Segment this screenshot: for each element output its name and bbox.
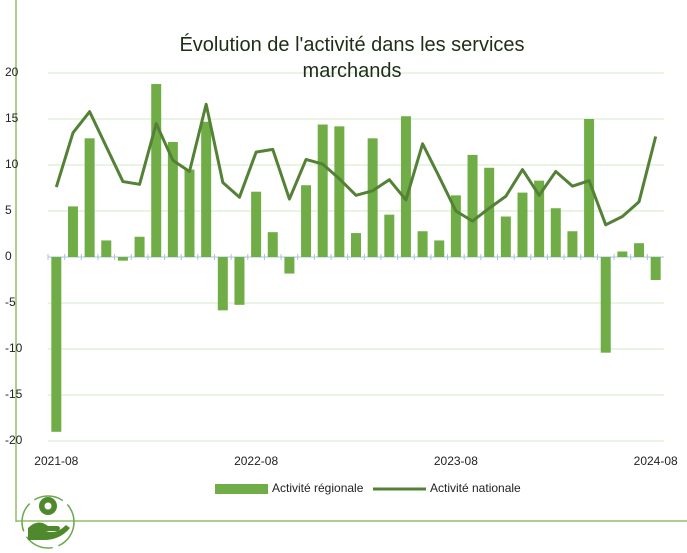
bar (600, 257, 611, 353)
bar (367, 138, 378, 257)
bar (450, 195, 461, 257)
y-tick-label: 0 (5, 249, 12, 263)
bar (400, 116, 411, 258)
bar (317, 124, 328, 258)
bar (384, 214, 395, 257)
legend-swatch (215, 484, 268, 494)
bar (567, 231, 578, 257)
line (54, 102, 658, 227)
x-tick-label: 2022-08 (234, 454, 278, 468)
y-tick-label: 15 (5, 111, 19, 125)
y-tick-label: 10 (5, 157, 19, 171)
bar (617, 251, 628, 257)
bar (434, 240, 445, 257)
bar (500, 216, 511, 257)
bar (267, 232, 278, 257)
legend-label: Activité nationale (430, 481, 521, 495)
bar (550, 208, 561, 257)
y-tick-label: 5 (5, 203, 12, 217)
logo-icon (21, 495, 75, 549)
x-tick-label: 2023-08 (434, 454, 478, 468)
bar (234, 257, 245, 305)
bar (351, 233, 361, 257)
bar (101, 240, 112, 257)
bar (84, 138, 95, 257)
bar (517, 192, 528, 257)
legend-label: Activité régionale (272, 481, 364, 495)
bar (584, 119, 595, 257)
bar (167, 142, 178, 257)
bar (184, 169, 195, 257)
bar (634, 243, 645, 257)
bar (51, 257, 62, 432)
y-tick-label: -10 (5, 341, 23, 355)
bar (117, 257, 128, 261)
bar (284, 257, 295, 274)
y-tick-label: 20 (5, 65, 19, 79)
bar (217, 257, 228, 311)
x-tick-label: 2024-08 (634, 454, 678, 468)
bar (534, 180, 545, 257)
bar (467, 154, 478, 257)
x-tick-label: 2021-08 (34, 454, 78, 468)
bar (484, 167, 495, 257)
bar (334, 126, 345, 257)
bar (301, 185, 312, 257)
y-tick-label: -5 (5, 295, 16, 309)
bar (251, 191, 262, 257)
bar (134, 236, 145, 257)
bar (67, 206, 78, 257)
bar (201, 121, 212, 257)
y-tick-label: -20 (5, 433, 23, 447)
chart-title: Évolution de l'activité dans les service… (179, 34, 525, 82)
bar (151, 84, 162, 257)
bar (417, 231, 428, 257)
bar (650, 257, 661, 280)
y-tick-label: -15 (5, 387, 23, 401)
